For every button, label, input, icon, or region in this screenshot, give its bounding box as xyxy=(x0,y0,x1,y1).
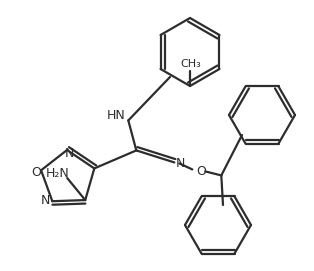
Text: O: O xyxy=(31,166,41,179)
Text: N: N xyxy=(64,147,74,160)
Text: N: N xyxy=(176,157,185,170)
Text: CH₃: CH₃ xyxy=(181,59,201,69)
Text: HN: HN xyxy=(107,109,126,122)
Text: H₂N: H₂N xyxy=(45,167,69,180)
Text: O: O xyxy=(196,165,206,178)
Text: N: N xyxy=(41,194,50,207)
